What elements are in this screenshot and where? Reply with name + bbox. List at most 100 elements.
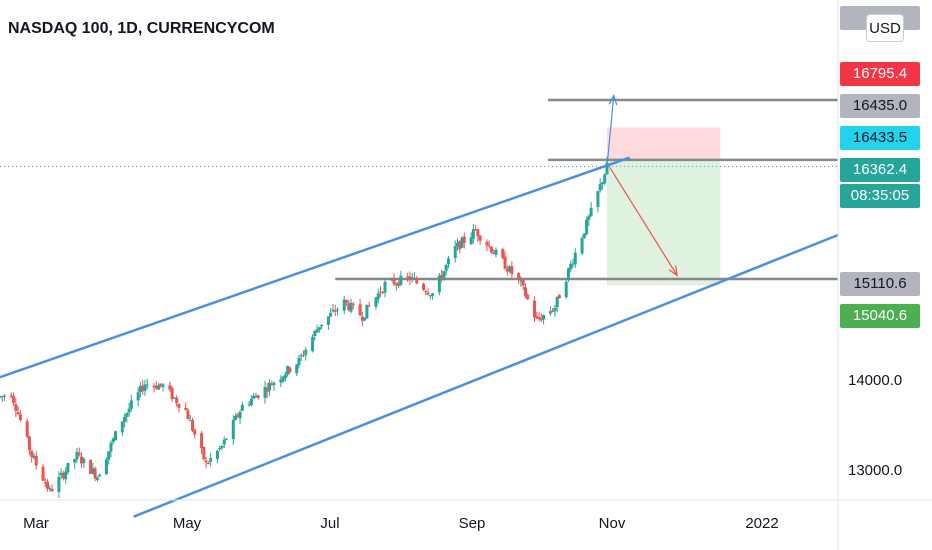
candle-body	[34, 455, 38, 466]
candle-body	[30, 450, 34, 457]
channel-lower-line	[133, 233, 839, 518]
candle-body	[297, 357, 301, 366]
candle-body	[249, 398, 253, 406]
candle-body	[82, 458, 86, 463]
candle-body	[224, 438, 228, 440]
candle-body	[505, 269, 509, 272]
candle-body	[18, 414, 22, 421]
candle-body	[109, 442, 113, 452]
candle-body	[170, 388, 174, 400]
candle-body	[215, 450, 219, 459]
candle-body	[476, 229, 480, 237]
price-label-entry: 16433.5	[840, 126, 920, 150]
currency-button[interactable]: USD	[866, 14, 904, 42]
candle-body	[186, 410, 190, 420]
candle-body	[191, 420, 195, 431]
candle-body	[73, 459, 77, 463]
candle-body	[64, 471, 68, 480]
candle-body	[508, 266, 512, 272]
candle-body	[487, 245, 491, 247]
candle-body	[535, 316, 539, 319]
x-tick-label: 2022	[745, 515, 779, 532]
candle-body	[510, 266, 514, 275]
candle-body	[315, 329, 319, 333]
candle-body	[392, 278, 396, 285]
candle-body	[129, 400, 133, 409]
candle-body	[349, 302, 353, 312]
candle-body	[333, 310, 337, 312]
candle-body	[204, 460, 208, 463]
candle-body	[458, 241, 462, 250]
candle-body	[220, 445, 224, 448]
candle-body	[265, 388, 269, 392]
candle-body	[453, 246, 457, 259]
candle-body	[27, 436, 31, 451]
candle-body	[272, 382, 276, 385]
candle-body	[268, 382, 272, 391]
candle-body	[489, 246, 493, 253]
candle-body	[46, 481, 50, 489]
candle-body	[406, 276, 410, 278]
candle-body	[573, 252, 577, 265]
candle-body	[542, 315, 546, 320]
candle-body	[80, 456, 84, 464]
candle-body	[9, 395, 13, 397]
candle-body	[288, 367, 292, 373]
candle-body	[252, 395, 256, 399]
candle-body	[326, 316, 330, 325]
candle-body	[95, 477, 99, 480]
candle-body	[317, 327, 321, 330]
candle-body	[143, 384, 147, 391]
candle-body	[299, 355, 303, 357]
stop-zone	[606, 127, 721, 160]
candle-body	[286, 365, 290, 375]
candle-body	[537, 316, 541, 319]
candle-body	[32, 456, 36, 458]
candle-body	[61, 472, 65, 479]
candle-body	[571, 263, 575, 265]
y-tick-label: 13000.0	[848, 462, 903, 479]
candle-body	[383, 281, 387, 293]
price-label-stop: 16795.4	[840, 62, 920, 86]
candle-body	[254, 395, 258, 398]
price-label-level: 16435.0	[840, 94, 920, 118]
candle-body	[184, 408, 188, 410]
candle-body	[234, 415, 238, 420]
candle-body	[589, 207, 593, 217]
price-label-target: 15040.6	[840, 304, 920, 328]
candle-body	[471, 229, 475, 239]
candle-body	[548, 311, 552, 314]
candle-body	[557, 295, 561, 299]
candle-body	[145, 384, 149, 386]
x-tick-label: Jul	[320, 515, 340, 532]
arrow-down-shaft	[608, 166, 678, 276]
candle-body	[120, 421, 124, 433]
candle-body	[206, 463, 210, 465]
candle-body	[320, 324, 324, 327]
candle-body	[127, 408, 131, 413]
candle-body	[59, 472, 63, 476]
candle-body	[517, 273, 521, 280]
x-tick-label: Sep	[458, 515, 486, 532]
candle-body	[89, 459, 93, 474]
candle-body	[526, 295, 530, 300]
candle-body	[177, 403, 181, 408]
candle-body	[399, 275, 403, 285]
candle-body	[240, 404, 244, 411]
candle-body	[66, 462, 70, 473]
candle-body	[247, 404, 251, 406]
candle-body	[157, 385, 161, 390]
candle-body	[14, 404, 18, 411]
candle-body	[444, 264, 448, 271]
candle-body	[50, 488, 54, 492]
candle-body	[311, 337, 315, 352]
candle-body	[376, 293, 380, 300]
candle-body	[440, 275, 444, 280]
candle-body	[136, 392, 140, 401]
candle-body	[263, 387, 267, 399]
candle-body	[159, 383, 163, 386]
target-zone	[606, 159, 721, 286]
candle-body	[539, 318, 543, 321]
